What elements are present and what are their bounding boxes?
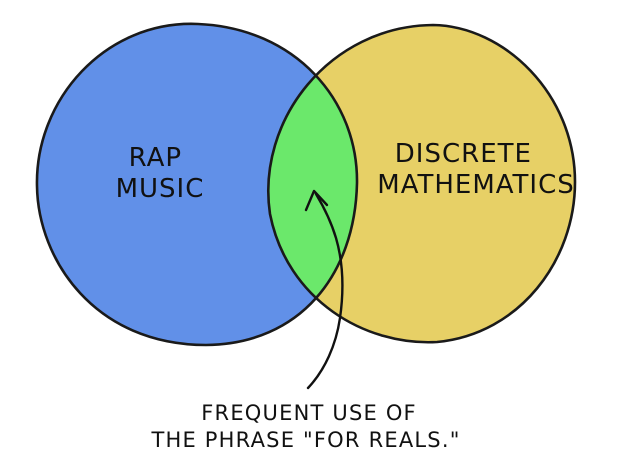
annotation-caption-line-1: FREQUENT USE OF	[201, 401, 417, 425]
annotation-arrow-icon	[306, 192, 344, 390]
rap-music-label: RAP MUSIC	[116, 143, 205, 204]
rap-music-outline	[35, 22, 359, 347]
discrete-mathematics-label-line-1: DISCRETE	[395, 139, 532, 169]
rap-music-label-line-1: RAP	[129, 143, 182, 173]
discrete-mathematics-outline	[267, 23, 577, 344]
annotation-arrowhead-icon	[304, 189, 329, 212]
discrete-mathematics-circle	[268, 25, 575, 343]
discrete-mathematics-label-line-2: MATHEMATICS	[377, 170, 574, 200]
annotation-caption-line-2: THE PHRASE "FOR REALS."	[150, 428, 460, 452]
discrete-mathematics-label: DISCRETE MATHEMATICS	[377, 139, 574, 200]
annotation-caption: FREQUENT USE OF THE PHRASE "FOR REALS."	[150, 401, 460, 452]
rap-music-label-line-2: MUSIC	[116, 174, 205, 204]
rap-music-circle	[36, 23, 358, 345]
